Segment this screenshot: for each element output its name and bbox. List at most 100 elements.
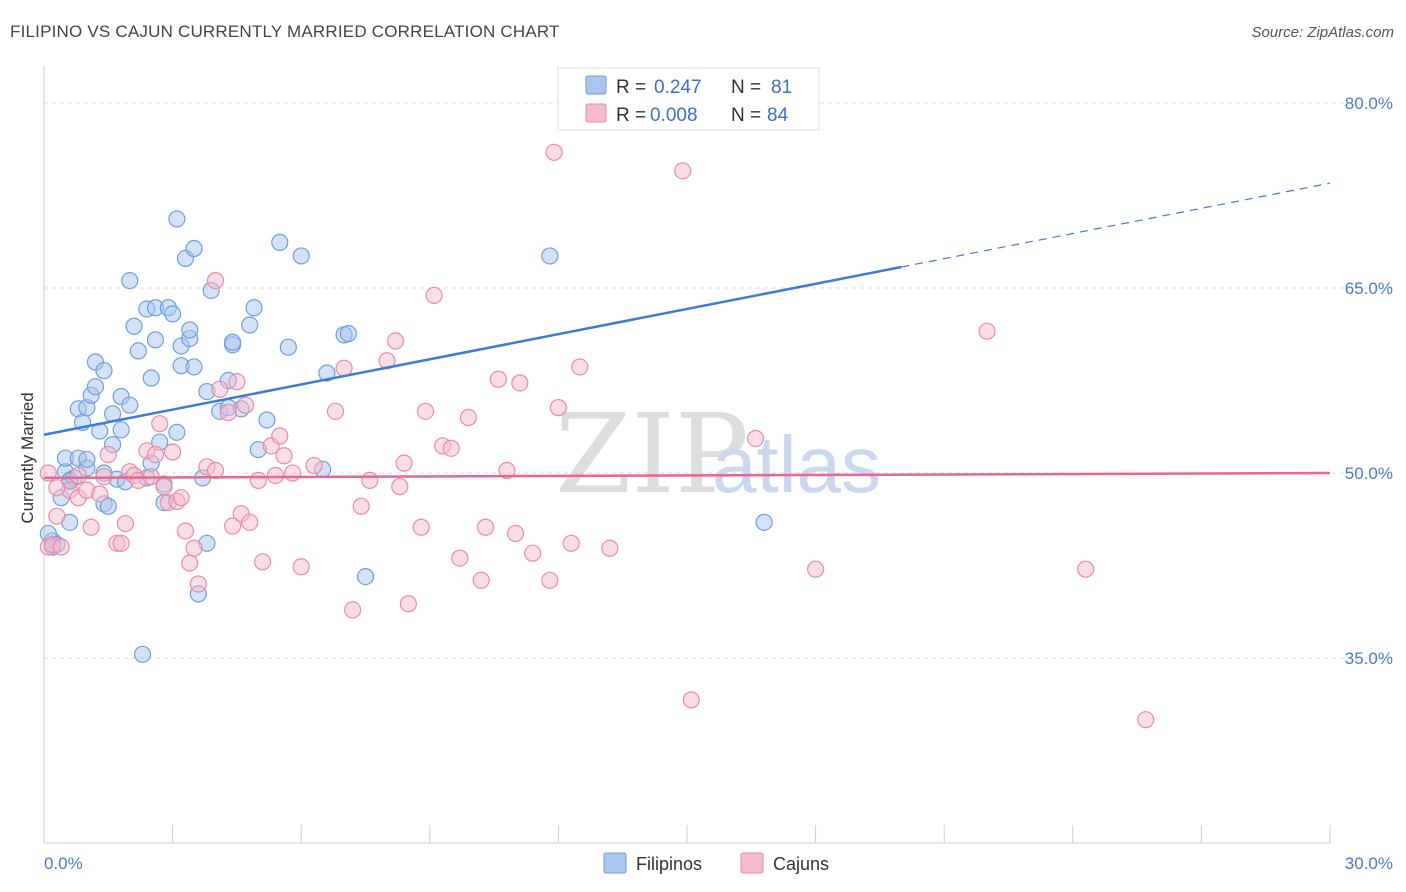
point-cajuns-72	[511, 374, 529, 392]
trend-lines	[43, 182, 1331, 480]
legend: R = 0.247 N = 81 R = 0.008 N = 84	[557, 67, 820, 131]
point-cajuns-39	[236, 396, 255, 414]
point-cajuns-59	[399, 595, 417, 613]
point-filipinos-35	[146, 331, 165, 349]
point-cajuns-58	[395, 454, 413, 472]
point-cajuns-13	[112, 534, 130, 552]
point-cajuns-61	[416, 402, 435, 420]
point-cajuns-22	[155, 477, 173, 496]
point-filipinos-29	[129, 342, 147, 360]
point-cajuns-60	[412, 518, 430, 536]
point-cajuns-85	[1077, 560, 1095, 578]
legend-r-value-1: 0.247	[654, 77, 702, 98]
point-cajuns-42	[254, 553, 272, 571]
point-cajuns-78	[571, 358, 589, 376]
point-filipinos-66	[271, 233, 289, 251]
point-cajuns-86	[1137, 711, 1155, 729]
legend-n-value-2: 84	[767, 105, 789, 126]
point-cajuns-45	[271, 427, 289, 445]
point-filipinos-15	[86, 378, 105, 396]
point-cajuns-6	[69, 466, 87, 485]
point-cajuns-74	[541, 571, 559, 589]
legend-swatch-cajuns	[585, 103, 607, 123]
y-axis-label: Currently Married	[18, 392, 37, 523]
point-filipinos-48	[181, 321, 199, 339]
chart-source: Source: ZipAtlas.com	[1251, 24, 1394, 41]
point-cajuns-49	[305, 457, 323, 475]
point-cajuns-3	[52, 538, 70, 556]
point-cajuns-56	[386, 332, 405, 350]
point-filipinos-43	[168, 210, 186, 228]
point-filipinos-23	[112, 421, 130, 439]
point-filipinos-19	[99, 497, 117, 515]
point-cajuns-36	[224, 517, 242, 535]
point-cajuns-30	[189, 575, 207, 593]
point-filipinos-65	[258, 411, 276, 429]
point-cajuns-14	[116, 514, 135, 533]
point-filipinos-75	[755, 513, 773, 531]
point-cajuns-81	[682, 691, 700, 709]
point-cajuns-29	[185, 539, 203, 557]
point-filipinos-60	[224, 333, 242, 351]
grid	[44, 102, 1393, 659]
point-cajuns-69	[489, 370, 507, 388]
chart-title: FILIPINO VS CAJUN CURRENTLY MARRIED CORR…	[10, 22, 560, 41]
point-filipinos-41	[164, 305, 182, 323]
point-filipinos-73	[356, 567, 375, 586]
watermark-zip: ZIP	[555, 390, 749, 518]
point-cajuns-9	[91, 485, 109, 503]
point-cajuns-2	[48, 507, 66, 525]
point-filipinos-67	[279, 338, 297, 356]
trend-line-cajuns	[43, 471, 1331, 480]
point-cajuns-21	[151, 415, 169, 433]
point-cajuns-27	[176, 522, 195, 540]
point-cajuns-52	[344, 601, 362, 619]
point-cajuns-8	[82, 518, 100, 536]
point-filipinos-74	[541, 247, 559, 265]
x-tick-max: 30.0%	[1345, 854, 1393, 873]
point-cajuns-77	[562, 534, 580, 552]
legend-r-label-2: R =	[616, 105, 646, 126]
point-filipinos-17	[95, 362, 113, 380]
point-cajuns-46	[275, 447, 293, 465]
point-cajuns-28	[181, 554, 199, 572]
point-cajuns-53	[352, 497, 370, 515]
legend-r-value-2: 0.008	[650, 105, 698, 126]
point-cajuns-70	[498, 461, 516, 480]
point-filipinos-42	[168, 423, 186, 441]
watermark: ZIP atlas	[555, 390, 881, 518]
bottom-legend-swatch-cajuns	[740, 852, 764, 874]
series-cajuns-points	[39, 143, 1155, 729]
point-cajuns-67	[472, 571, 490, 589]
point-cajuns-37	[228, 373, 246, 391]
point-cajuns-11	[99, 445, 117, 464]
point-cajuns-80	[674, 162, 692, 180]
legend-n-label-2: N =	[731, 105, 761, 126]
point-cajuns-83	[806, 560, 825, 578]
legend-r-label-1: R =	[616, 77, 646, 98]
bottom-legend: Filipinos Cajuns	[603, 852, 829, 874]
point-cajuns-41	[249, 471, 267, 489]
point-cajuns-40	[241, 513, 259, 531]
point-filipinos-28	[125, 317, 143, 335]
point-filipinos-30	[133, 645, 152, 663]
point-filipinos-27	[121, 272, 139, 290]
point-cajuns-48	[292, 558, 310, 576]
point-filipinos-26	[121, 396, 139, 414]
point-filipinos-72	[339, 325, 357, 343]
point-cajuns-44	[266, 466, 285, 485]
point-cajuns-76	[549, 399, 568, 417]
point-filipinos-50	[185, 239, 203, 258]
point-cajuns-33	[206, 272, 225, 290]
point-filipinos-49	[185, 358, 203, 376]
point-cajuns-65	[451, 549, 469, 567]
point-filipinos-68	[292, 247, 310, 265]
point-filipinos-63	[245, 299, 263, 317]
point-cajuns-20	[146, 445, 165, 464]
point-filipinos-62	[241, 316, 259, 334]
point-cajuns-24	[164, 443, 182, 461]
bottom-legend-filipinos: Filipinos	[636, 854, 702, 874]
point-cajuns-79	[601, 539, 619, 557]
point-filipinos-79	[78, 450, 96, 469]
